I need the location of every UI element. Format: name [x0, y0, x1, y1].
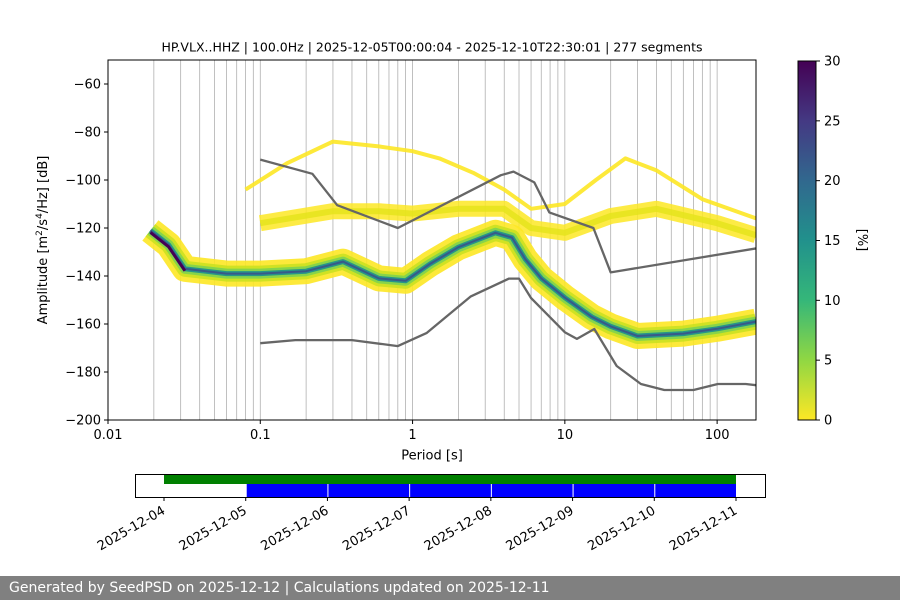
- colorbar-tick-label: 30: [824, 55, 841, 70]
- timeline-used-segment: [410, 484, 491, 497]
- y-tick-label: −200: [65, 414, 101, 429]
- psd-density: [142, 139, 756, 349]
- footer: Generated by SeedPSD on 2025-12-12 | Cal…: [0, 576, 900, 600]
- plot-frame: [107, 59, 757, 421]
- y-axis-label: Amplitude [m2/s4/Hz] [dB]: [35, 156, 51, 325]
- timeline-tick-label: 2025-12-05: [177, 503, 250, 554]
- low-noise-model-line: [260, 277, 756, 392]
- density-band-dominant: [149, 229, 756, 337]
- colorbar-tick-label: 0: [824, 414, 832, 429]
- psd-chart: HP.VLX..HHZ | 100.0Hz | 2025-12-05T00:00…: [35, 40, 869, 555]
- x-tick-label: 1: [408, 428, 416, 443]
- density-band-upper-secondary: [259, 205, 756, 239]
- timeline-tick-label: 2025-12-06: [258, 503, 331, 554]
- x-axis-ticks: 0.01 0.1 1 10 100: [94, 420, 730, 443]
- colorbar-tick-label: 10: [824, 294, 841, 309]
- colorbar-label: [%]: [854, 229, 869, 252]
- timeline-tick-label: 2025-12-09: [504, 503, 577, 554]
- timeline-tick-label: 2025-12-11: [667, 503, 740, 554]
- vertical-grid: [107, 60, 718, 420]
- colorbar-ticks: 0 5 10 15 20 25 30: [816, 55, 841, 429]
- density-band-upper-envelope: [244, 139, 756, 221]
- colorbar-tick-label: 25: [824, 114, 841, 129]
- x-tick-label: 0.1: [250, 428, 271, 443]
- timeline-available-bar: [164, 475, 736, 484]
- colorbar-tick-label: 20: [824, 174, 841, 189]
- y-tick-label: −80: [74, 126, 101, 141]
- y-tick-label: −160: [65, 318, 101, 333]
- timeline-tick-label: 2025-12-04: [95, 503, 168, 554]
- y-tick-label: −100: [65, 174, 101, 189]
- x-tick-label: 0.01: [94, 428, 123, 443]
- timeline-used-segment: [246, 484, 328, 497]
- timeline-used-segment: [491, 484, 573, 497]
- x-axis-label: Period [s]: [401, 449, 463, 464]
- timeline-used-segment: [573, 484, 655, 497]
- density-edge: [149, 231, 187, 272]
- colorbar-tick-label: 5: [824, 354, 832, 369]
- noise-models: [259, 158, 756, 392]
- y-tick-label: −60: [74, 78, 101, 93]
- timeline-tick-label: 2025-12-10: [585, 503, 658, 554]
- colorbar: [797, 60, 817, 421]
- timeline-used-segment: [655, 484, 736, 497]
- x-tick-label: 10: [557, 428, 574, 443]
- timeline-used-segment: [328, 484, 410, 497]
- timeline-tick-label: 2025-12-07: [340, 503, 413, 554]
- y-tick-label: −140: [65, 270, 101, 285]
- chart-title: HP.VLX..HHZ | 100.0Hz | 2025-12-05T00:00…: [161, 40, 702, 55]
- y-tick-label: −180: [65, 366, 101, 381]
- y-tick-label: −120: [65, 222, 101, 237]
- y-axis-ticks: −200 −180 −160 −140 −120 −100 −80 −60: [65, 78, 108, 429]
- colorbar-tick-label: 15: [824, 234, 841, 249]
- x-tick-label: 100: [705, 428, 730, 443]
- high-noise-model-line: [259, 158, 756, 274]
- timeline-tick-label: 2025-12-08: [422, 503, 495, 554]
